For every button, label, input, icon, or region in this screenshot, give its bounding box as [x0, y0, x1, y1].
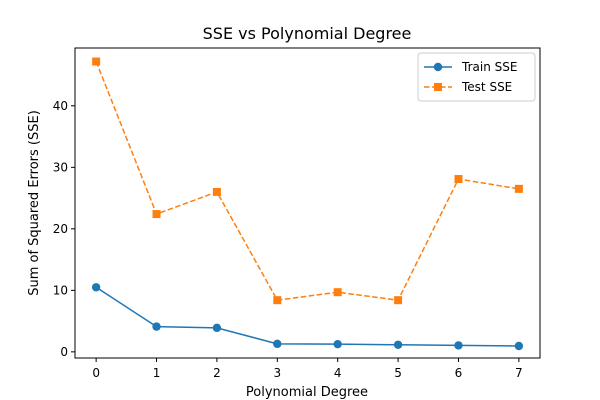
plot-frame: [74, 47, 541, 359]
test-sse-point: [92, 57, 101, 66]
y-tick-label: 40: [53, 99, 68, 113]
test-sse-point: [394, 296, 403, 305]
legend-test-sse-marker: [434, 83, 442, 91]
legend: Train SSE Test SSE: [417, 52, 536, 102]
x-axis-label: Polynomial Degree: [246, 385, 368, 400]
train-sse-point: [152, 322, 161, 331]
legend-train-sse-label: Train SSE: [461, 60, 517, 74]
x-tick-label: 2: [213, 366, 221, 380]
test-sse-point: [514, 184, 523, 193]
series-layer: [91, 57, 524, 351]
x-axis: 0 1 2 3 4 5 6 7: [92, 358, 523, 380]
test-sse-line: [95, 61, 519, 301]
train-sse-point: [393, 340, 403, 349]
legend-box: [417, 52, 536, 102]
plot-area: [74, 47, 541, 359]
x-tick-label: 1: [153, 366, 161, 380]
test-sse-point: [273, 296, 282, 305]
x-tick-label: 6: [455, 366, 463, 380]
y-tick-label: 10: [53, 283, 68, 297]
y-axis-label: Sum of Squared Errors (SSE): [27, 110, 42, 296]
train-sse-point: [212, 323, 222, 333]
x-tick-label: 5: [394, 366, 402, 380]
test-sse-point: [333, 288, 342, 297]
y-tick-label: 20: [53, 222, 68, 236]
x-tick-label: 3: [273, 366, 281, 380]
train-sse-point: [91, 283, 101, 292]
train-sse-point: [514, 341, 524, 351]
x-tick-label: 0: [92, 366, 100, 380]
chart-title: SSE vs Polynomial Degree: [203, 24, 412, 43]
x-tick-label: 4: [334, 366, 342, 380]
y-tick-label: 30: [53, 160, 68, 174]
test-sse-point: [152, 210, 161, 219]
train-sse-line: [95, 286, 519, 347]
x-tick-label: 7: [515, 366, 523, 380]
legend-test-sse-label: Test SSE: [461, 80, 512, 94]
train-sse-point: [273, 339, 282, 349]
test-sse-point: [212, 187, 221, 196]
y-axis: 0 10 20 30 40: [53, 99, 75, 359]
y-tick-label: 0: [60, 345, 68, 359]
test-sse-point: [454, 175, 463, 184]
train-sse-point: [454, 341, 463, 350]
train-sse-point: [333, 339, 342, 349]
legend-train-sse-marker: [433, 62, 443, 72]
